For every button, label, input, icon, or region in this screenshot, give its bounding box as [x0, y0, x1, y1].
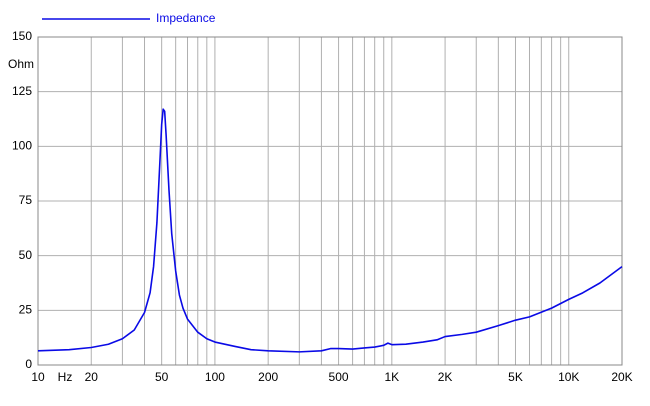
x-tick-label: 500: [329, 370, 349, 384]
x-tick-label: 2K: [438, 370, 453, 384]
y-tick-label: 100: [12, 139, 32, 153]
y-tick-label: 25: [19, 303, 33, 317]
x-axis-label: Hz: [58, 370, 73, 384]
x-tick-label: 200: [258, 370, 278, 384]
y-axis-label: Ohm: [8, 57, 34, 71]
x-tick-label: 10: [31, 370, 45, 384]
x-tick-label: 20K: [611, 370, 632, 384]
x-tick-label: 10K: [558, 370, 579, 384]
impedance-line: [37, 108, 623, 353]
y-tick-label: 150: [12, 29, 32, 43]
plot-frame: [37, 36, 623, 366]
y-tick-label: 50: [19, 248, 33, 262]
x-tick-label: 5K: [508, 370, 523, 384]
x-tick-label: 100: [205, 370, 225, 384]
y-tick-label: 125: [12, 84, 32, 98]
x-tick-label: 1K: [384, 370, 399, 384]
legend-label: Impedance: [156, 11, 216, 25]
y-tick-label: 75: [19, 193, 33, 207]
x-tick-label: 20: [85, 370, 99, 384]
y-tick-label: 0: [25, 357, 32, 371]
x-tick-label: 50: [155, 370, 169, 384]
